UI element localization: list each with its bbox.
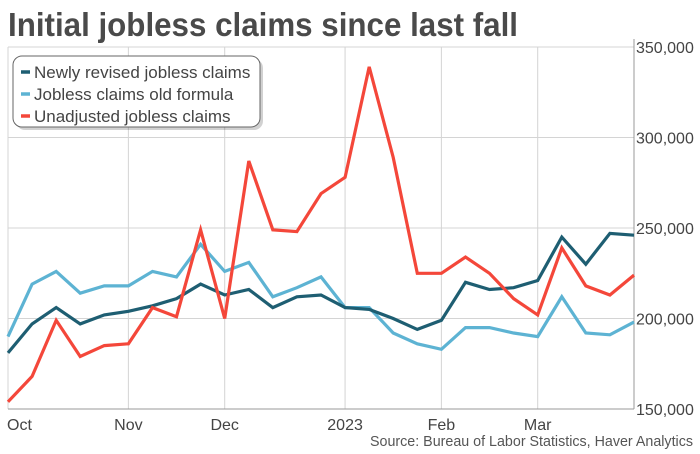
x-tick-label: Feb bbox=[428, 417, 456, 434]
y-tick-label: 250,000 bbox=[636, 221, 694, 238]
x-tick-label: Oct bbox=[7, 417, 32, 434]
series-2 bbox=[6, 66, 636, 403]
x-tick-label: Dec bbox=[210, 417, 238, 434]
legend-label: Jobless claims old formula bbox=[34, 85, 234, 104]
series-0 bbox=[6, 231, 635, 354]
chart-title: Initial jobless claims since last fall bbox=[8, 6, 518, 43]
series-lines bbox=[6, 66, 636, 403]
y-axis: 350,000 300,000 250,000 200,000 150,000 bbox=[633, 39, 694, 419]
y-tick-label: 150,000 bbox=[636, 402, 694, 419]
legend-box bbox=[12, 55, 261, 128]
x-tick-label: Nov bbox=[114, 417, 142, 434]
y-tick-label: 200,000 bbox=[636, 312, 694, 329]
legend: Newly revised jobless claims Jobless clai… bbox=[12, 55, 263, 130]
legend-label: Unadjusted jobless claims bbox=[34, 107, 231, 126]
y-tick-label: 350,000 bbox=[636, 40, 694, 57]
source-note: Source: Bureau of Labor Statistics, Have… bbox=[370, 433, 693, 450]
y-tick-label: 300,000 bbox=[636, 131, 694, 148]
x-tick-label: 2023 bbox=[327, 417, 363, 434]
x-axis: Oct Nov Dec 2023 Feb Mar bbox=[7, 408, 634, 434]
x-tick-label: Mar bbox=[524, 417, 552, 434]
legend-label: Newly revised jobless claims bbox=[34, 63, 250, 82]
